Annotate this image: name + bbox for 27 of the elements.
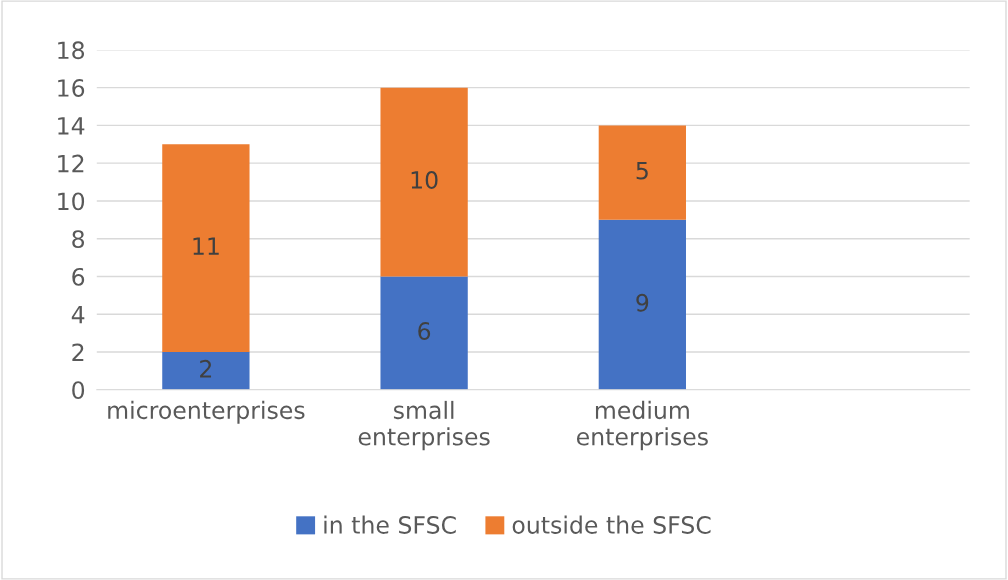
x-tick-label: microenterprises bbox=[108, 400, 305, 424]
y-tick-label: 8 bbox=[72, 230, 85, 249]
legend-label: in the SFSC bbox=[324, 515, 456, 534]
y-tick-label: 12 bbox=[58, 154, 84, 173]
x-tick-label: small enterprises bbox=[358, 400, 490, 451]
data-label: 6 bbox=[418, 322, 431, 340]
y-tick-label: 4 bbox=[71, 305, 85, 324]
y-tick-label: 14 bbox=[58, 117, 85, 135]
bar bbox=[380, 87, 468, 277]
y-tick-label: 0 bbox=[72, 381, 85, 400]
y-tick-label: 2 bbox=[72, 343, 84, 361]
bar bbox=[598, 125, 686, 220]
y-tick-label: 16 bbox=[58, 79, 85, 97]
y-tick-label: 18 bbox=[58, 41, 85, 60]
data-label: 5 bbox=[636, 161, 648, 180]
bar bbox=[162, 352, 250, 390]
bar bbox=[598, 219, 686, 390]
data-label: 2 bbox=[200, 359, 212, 378]
y-tick-label: 6 bbox=[72, 267, 85, 286]
data-label: 9 bbox=[636, 293, 649, 312]
legend-label: outside the SFSC bbox=[512, 515, 711, 534]
bar bbox=[380, 276, 468, 390]
y-tick-label: 10 bbox=[58, 192, 85, 211]
data-label: 11 bbox=[193, 237, 219, 255]
data-label: 10 bbox=[411, 171, 438, 189]
bar bbox=[162, 144, 250, 352]
x-tick-label: medium enterprises bbox=[576, 400, 708, 451]
